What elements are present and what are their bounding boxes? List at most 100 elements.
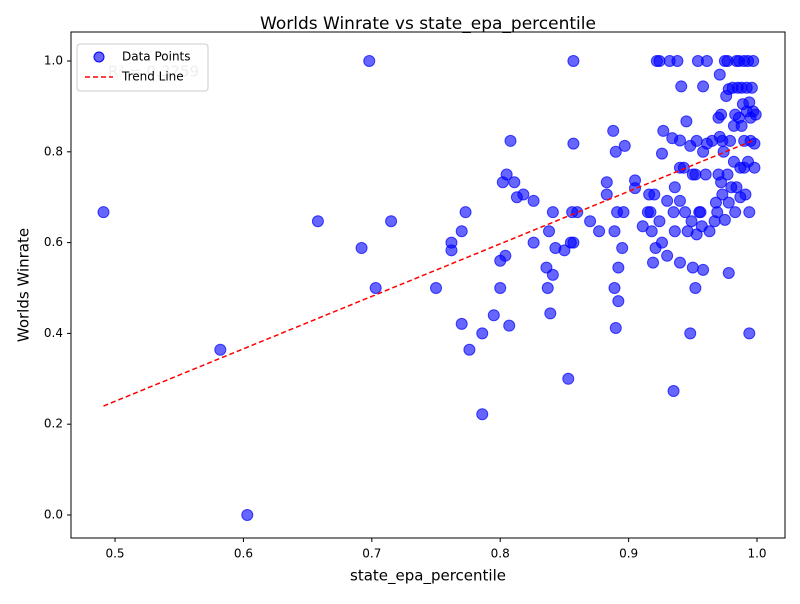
data-point (499, 249, 512, 262)
legend-label: Trend Line (121, 70, 184, 84)
data-point (445, 244, 458, 257)
y-tick-label: 0.6 (44, 235, 63, 249)
plot-frame (70, 31, 786, 539)
data-point (517, 188, 530, 201)
data-point (644, 206, 657, 219)
data-point (636, 220, 649, 233)
data-point (686, 261, 699, 274)
data-point (739, 188, 752, 201)
data-point (476, 408, 489, 421)
data-point (748, 137, 761, 150)
data-point (608, 281, 621, 294)
data-point (629, 182, 642, 195)
data-point (722, 267, 735, 280)
data-point (546, 268, 559, 281)
data-point (618, 139, 631, 152)
data-point (673, 194, 686, 207)
data-point (661, 194, 674, 207)
data-point (494, 281, 507, 294)
data-point (369, 281, 382, 294)
data-point (685, 215, 698, 228)
y-tick-label: 0.8 (44, 144, 63, 158)
data-point (430, 281, 443, 294)
x-tick-label: 0.7 (362, 547, 381, 561)
data-point (680, 115, 693, 128)
y-axis-label: Worlds Winrate (15, 228, 33, 342)
data-point (711, 206, 724, 219)
data-point (500, 168, 513, 181)
data-point (600, 188, 613, 201)
data-point (675, 80, 688, 93)
data-point (749, 108, 762, 121)
data-point (667, 206, 680, 219)
data-point (476, 327, 489, 340)
data-point (657, 124, 670, 137)
y-tick-label: 0.2 (44, 417, 63, 431)
data-point (667, 385, 680, 398)
data-point (647, 256, 660, 269)
data-point (721, 168, 734, 181)
x-tick-label: 0.5 (105, 547, 124, 561)
data-point (214, 343, 227, 356)
data-point (743, 327, 756, 340)
data-point (697, 80, 710, 93)
data-point (385, 215, 398, 228)
y-tick-label: 1.0 (44, 54, 63, 68)
data-point (745, 81, 758, 94)
x-tick-label: 0.6 (234, 547, 253, 561)
data-point (717, 145, 730, 158)
data-point (241, 508, 254, 521)
data-point (677, 161, 690, 174)
data-point (690, 134, 703, 147)
data-point (653, 55, 666, 68)
data-point (697, 263, 710, 276)
data-point (689, 168, 702, 181)
data-point (558, 244, 571, 257)
data-point (612, 261, 625, 274)
data-point (730, 181, 743, 194)
data-point (459, 206, 472, 219)
y-tick-label: 0.4 (44, 326, 63, 340)
data-point (608, 225, 621, 238)
data-point (593, 225, 606, 238)
data-point (671, 55, 684, 68)
data-point (544, 307, 557, 320)
data-point (699, 168, 712, 181)
data-point (541, 281, 554, 294)
data-point (355, 242, 368, 255)
data-point (609, 321, 622, 334)
data-point (571, 206, 584, 219)
data-point (363, 55, 376, 68)
data-point (715, 176, 728, 189)
x-axis-label: state_epa_percentile (350, 567, 506, 586)
data-point (543, 225, 556, 238)
y-tick-label: 0.0 (44, 507, 63, 521)
data-point (673, 256, 686, 269)
x-tick-label: 1.0 (747, 547, 766, 561)
data-point (487, 309, 500, 322)
data-point (455, 317, 468, 330)
data-point (689, 281, 702, 294)
data-point (724, 134, 737, 147)
data-point (747, 55, 760, 68)
legend-label: Data Points (122, 50, 191, 64)
data-point (311, 215, 324, 228)
data-point (527, 236, 540, 249)
data-point (567, 236, 580, 249)
data-point (703, 225, 716, 238)
data-point (503, 319, 516, 332)
data-point (668, 225, 681, 238)
data-point (713, 68, 726, 81)
x-tick-label: 0.8 (491, 547, 510, 561)
data-point (455, 225, 468, 238)
data-point (743, 206, 756, 219)
data-point (694, 206, 707, 219)
data-point (546, 206, 559, 219)
data-point (617, 206, 630, 219)
chart-title: Worlds Winrate vs state_epa_percentile (260, 14, 596, 34)
data-point (679, 206, 692, 219)
data-point (527, 194, 540, 207)
data-point (715, 108, 728, 121)
data-point (616, 242, 629, 255)
